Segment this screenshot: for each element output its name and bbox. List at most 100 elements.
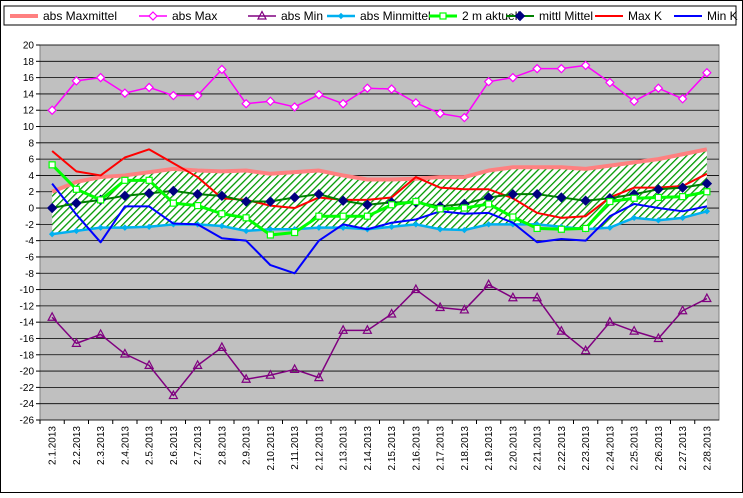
x-tick-label: 2.21.2013 — [533, 426, 544, 471]
y-tick-label: -10 — [20, 285, 35, 296]
x-tick-label: 2.9.2013 — [242, 426, 253, 465]
plot-background — [39, 44, 720, 421]
data-point-2-m-aktuell — [218, 210, 226, 218]
data-point-abs-minmittel — [242, 227, 250, 235]
x-tick-label: 2.3.2013 — [96, 426, 107, 465]
y-tick-label: -16 — [20, 334, 35, 345]
data-point-2-m-aktuell — [339, 212, 347, 220]
x-tick-label: 2.25.2013 — [630, 426, 641, 471]
x-tick-label: 2.2.2013 — [72, 426, 83, 465]
data-point-2-m-aktuell — [121, 176, 129, 184]
data-point-2-m-aktuell — [242, 214, 250, 222]
data-point-abs-max — [241, 98, 251, 109]
data-point-mittl-mittel — [556, 192, 567, 203]
data-point-abs-minmittel — [315, 224, 323, 231]
x-tick-label: 2.14.2013 — [363, 426, 374, 471]
y-tick-label: -18 — [20, 350, 35, 361]
legend-item-abs-max: abs Max — [139, 9, 217, 23]
data-point-mittl-mittel — [362, 199, 373, 210]
data-point-abs-min — [386, 308, 397, 318]
series-line-abs-min — [51, 283, 708, 397]
x-tick-label: 2.10.2013 — [266, 426, 277, 471]
x-tick-label: 2.13.2013 — [339, 426, 350, 471]
data-point-abs-max — [411, 98, 421, 108]
series-min-k — [51, 182, 708, 275]
data-point-mittl-mittel — [192, 188, 203, 200]
data-point-abs-max — [47, 105, 57, 116]
x-tick-label: 2.16.2013 — [411, 426, 422, 471]
data-point-2-m-aktuell — [557, 225, 565, 233]
data-point-abs-minmittel — [73, 227, 80, 235]
data-point-abs-max — [532, 63, 542, 74]
data-point-mittl-mittel — [337, 195, 349, 206]
y-tick-label: 16 — [23, 73, 35, 84]
data-point-abs-max — [580, 60, 591, 71]
data-point-mittl-mittel — [119, 190, 131, 202]
x-tick-label: 2.24.2013 — [605, 426, 616, 471]
plot-area: 20181614121086420-2-4-6-8-10-12-14-16-18… — [20, 41, 720, 471]
data-point-2-m-aktuell — [703, 188, 711, 196]
data-point-abs-max — [483, 76, 494, 87]
data-point-abs-minmittel — [679, 214, 686, 222]
data-point-2-m-aktuell — [388, 201, 396, 209]
data-point-mittl-mittel — [265, 196, 276, 207]
data-point-mittl-mittel — [46, 202, 58, 214]
data-point-2-m-aktuell — [194, 201, 202, 210]
data-point-abs-minmittel — [388, 223, 395, 231]
legend-marker — [337, 12, 345, 20]
data-point-abs-min — [653, 332, 664, 343]
x-tick-label: 2.20.2013 — [508, 426, 519, 471]
legend-label: abs Min — [281, 9, 323, 23]
data-point-abs-max — [289, 102, 300, 112]
series-abs-min — [47, 278, 712, 400]
data-point-mittl-mittel — [313, 188, 325, 200]
y-tick-label: -12 — [20, 301, 35, 312]
data-point-abs-max — [556, 63, 567, 74]
data-point-abs-min — [556, 325, 567, 335]
data-point-abs-min — [435, 301, 446, 312]
series-line-2-m-aktuell — [51, 163, 708, 237]
x-tick-label: 2.26.2013 — [654, 426, 665, 471]
data-point-2-m-aktuell — [654, 193, 662, 202]
data-point-abs-max — [144, 82, 154, 93]
x-tick-label: 2.7.2013 — [193, 426, 204, 465]
data-point-abs-max — [338, 98, 348, 109]
y-tick-label: 20 — [23, 41, 35, 52]
data-point-abs-max — [702, 67, 712, 78]
data-point-2-m-aktuell — [412, 197, 420, 206]
legend-item-2-m-aktuell: 2 m aktuell — [429, 9, 520, 23]
data-point-abs-max — [629, 96, 639, 107]
data-point-mittl-mittel — [580, 195, 591, 206]
legend-label: Max K — [628, 9, 662, 23]
data-point-abs-minmittel — [461, 226, 468, 234]
data-point-mittl-mittel — [289, 192, 300, 203]
legend-label: abs Maxmittel — [43, 9, 117, 23]
legend-item-abs-minmittel: abs Minmittel — [327, 9, 431, 23]
data-point-mittl-mittel — [143, 188, 155, 199]
data-point-abs-min — [241, 373, 252, 383]
data-point-abs-min — [459, 304, 470, 314]
y-tick-label: -24 — [20, 399, 35, 410]
legend-label: Min K — [707, 9, 738, 23]
legend-item-mittl-mittel: mittl Mittel — [506, 9, 593, 23]
x-tick-label: 2.12.2013 — [314, 426, 325, 471]
data-point-2-m-aktuell — [145, 176, 153, 184]
data-point-abs-max — [95, 72, 106, 83]
series-abs-max — [47, 60, 712, 123]
series-line-abs-max — [51, 64, 708, 119]
y-tick-label: 0 — [28, 204, 34, 215]
data-point-abs-max — [386, 84, 397, 94]
data-point-abs-min — [95, 328, 106, 339]
legend-marker — [439, 12, 447, 20]
data-point-abs-minmittel — [703, 208, 711, 215]
data-point-2-m-aktuell — [582, 224, 590, 233]
data-point-abs-min — [507, 291, 518, 302]
y-tick-label: 14 — [23, 89, 35, 100]
y-tick-label: 8 — [28, 138, 34, 149]
data-point-abs-max — [677, 93, 688, 104]
y-tick-label: 6 — [28, 155, 34, 166]
y-tick-label: -20 — [20, 367, 35, 378]
y-tick-label: -14 — [20, 318, 35, 329]
